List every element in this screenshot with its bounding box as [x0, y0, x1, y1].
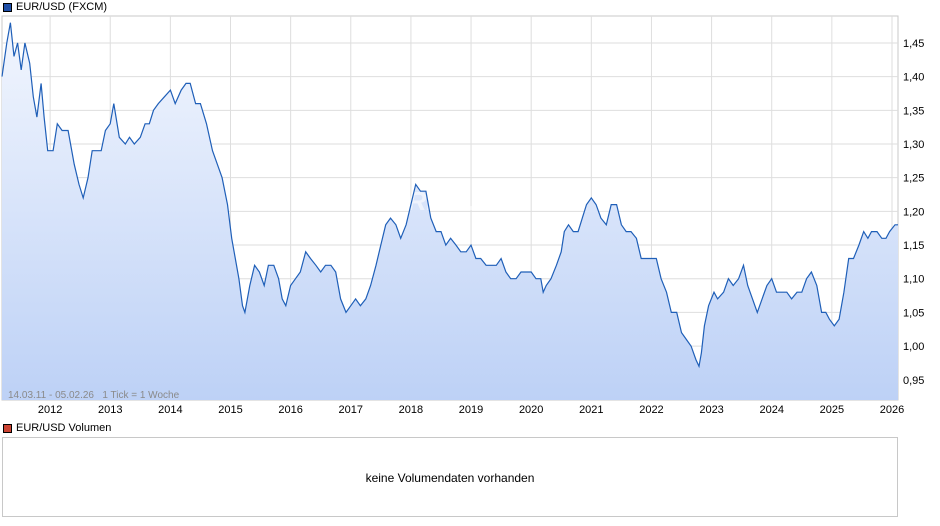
y-tick-label: 1,40 [903, 72, 924, 84]
volume-legend-swatch [3, 423, 12, 433]
x-tick-label: 2025 [820, 404, 844, 416]
y-tick-label: 1,45 [903, 38, 924, 50]
x-tick-label: 2019 [459, 404, 483, 416]
x-tick-label: 2020 [519, 404, 543, 416]
x-tick-label: 2017 [339, 404, 363, 416]
y-tick-label: 1,25 [903, 173, 924, 185]
x-tick-label: 2018 [399, 404, 423, 416]
y-tick-label: 1,15 [903, 240, 924, 252]
y-tick-label: 1,20 [903, 206, 924, 218]
y-tick-label: 1,10 [903, 274, 924, 286]
x-tick-label: 2026 [880, 404, 904, 416]
x-tick-label: 2016 [278, 404, 302, 416]
price-line [1, 22, 898, 369]
y-tick-label: 1,00 [903, 341, 924, 353]
x-tick-label: 2013 [98, 404, 122, 416]
x-tick-label: 2015 [218, 404, 242, 416]
price-legend: EUR/USD (FXCM) [3, 0, 107, 14]
price-area-fill [2, 22, 898, 400]
range-note: 14.03.11 - 05.02.26 1 Tick = 1 Woche [8, 390, 180, 401]
y-tick-label: 1,35 [903, 105, 924, 117]
x-tick-label: 2012 [38, 404, 62, 416]
price-legend-swatch [3, 2, 12, 12]
x-tick-label: 2022 [639, 404, 663, 416]
volume-legend: EUR/USD Volumen [3, 421, 111, 435]
volume-legend-label: EUR/USD Volumen [16, 422, 112, 434]
x-axis: 2012 2013 2014 2015 2016 2017 2018 2019 2020 2021… [38, 404, 904, 416]
watermark: ARIVA.DE [388, 186, 512, 216]
x-tick-label: 2023 [699, 404, 723, 416]
y-tick-label: 1,30 [903, 139, 924, 151]
y-tick-label: 1,05 [903, 307, 924, 319]
y-axis: 0,95 1,00 1,05 1,10 1,15 1,20 1,25 1,30 1,35 1,40… [903, 38, 924, 387]
volume-panel: keine Volumendaten vorhanden [2, 437, 898, 517]
volume-empty-message: keine Volumendaten vorhanden [365, 471, 535, 485]
price-legend-label: EUR/USD (FXCM) [16, 1, 108, 13]
y-tick-label: 0,95 [903, 375, 924, 387]
x-tick-label: 2024 [759, 404, 783, 416]
x-tick-label: 2021 [579, 404, 603, 416]
price-chart: ARIVA.DE 14.03.11 - 05.02.26 1 Tick = 1 … [1, 15, 924, 416]
x-tick-label: 2014 [158, 404, 182, 416]
